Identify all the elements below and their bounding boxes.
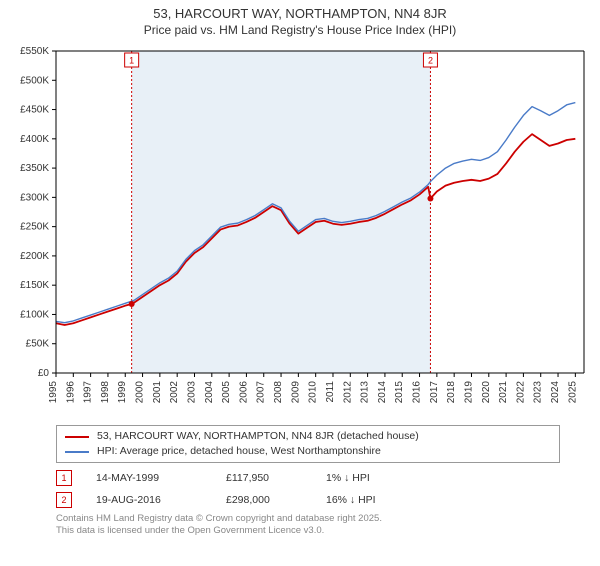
transaction-row: 1 14-MAY-1999£117,9501% ↓ HPI (56, 467, 560, 489)
transactions-table: 1 14-MAY-1999£117,9501% ↓ HPI 2 19-AUG-2016… (56, 467, 560, 511)
svg-text:2010: 2010 (308, 381, 319, 404)
svg-text:2013: 2013 (360, 381, 371, 404)
svg-text:£450K: £450K (20, 105, 49, 116)
svg-text:£500K: £500K (20, 75, 49, 86)
chart-subtitle: Price paid vs. HM Land Registry's House … (0, 23, 600, 37)
svg-text:£300K: £300K (20, 192, 49, 203)
svg-text:2011: 2011 (325, 381, 336, 403)
transaction-delta: 16% ↓ HPI (326, 494, 406, 506)
svg-text:2019: 2019 (463, 381, 474, 404)
svg-text:1997: 1997 (83, 381, 94, 404)
legend-swatch (65, 451, 89, 453)
svg-text:2009: 2009 (290, 381, 301, 404)
svg-text:£50K: £50K (26, 339, 50, 350)
svg-text:2016: 2016 (412, 381, 423, 404)
svg-text:2003: 2003 (186, 381, 197, 404)
svg-text:£100K: £100K (20, 309, 49, 320)
legend-item: 53, HARCOURT WAY, NORTHAMPTON, NN4 8JR (… (65, 429, 551, 444)
legend-item: HPI: Average price, detached house, West… (65, 444, 551, 459)
transaction-delta: 1% ↓ HPI (326, 472, 406, 484)
svg-text:2014: 2014 (377, 381, 388, 404)
svg-text:2008: 2008 (273, 381, 284, 404)
svg-text:2005: 2005 (221, 381, 232, 404)
svg-text:2025: 2025 (567, 381, 578, 404)
svg-text:2002: 2002 (169, 381, 180, 404)
legend-label: 53, HARCOURT WAY, NORTHAMPTON, NN4 8JR (… (97, 429, 419, 444)
svg-text:2021: 2021 (498, 381, 509, 404)
svg-text:2018: 2018 (446, 381, 457, 404)
svg-text:2: 2 (428, 56, 433, 66)
transaction-row: 2 19-AUG-2016£298,00016% ↓ HPI (56, 489, 560, 511)
svg-text:2017: 2017 (429, 381, 440, 404)
chart-area: £0 £50K £100K £150K £200K £250K £300K £350K £400… (0, 41, 600, 421)
legend-label: HPI: Average price, detached house, West… (97, 444, 381, 459)
transaction-date: 14-MAY-1999 (96, 472, 226, 484)
svg-text:£400K: £400K (20, 134, 49, 145)
svg-text:£550K: £550K (20, 46, 49, 57)
chart-title: 53, HARCOURT WAY, NORTHAMPTON, NN4 8JR (0, 6, 600, 21)
svg-text:2012: 2012 (342, 381, 353, 404)
svg-text:2000: 2000 (135, 381, 146, 404)
svg-text:1: 1 (129, 56, 134, 66)
svg-text:£0: £0 (38, 368, 50, 379)
svg-text:£150K: £150K (20, 280, 49, 291)
legend: 53, HARCOURT WAY, NORTHAMPTON, NN4 8JR (… (56, 425, 560, 463)
legend-swatch (65, 436, 89, 438)
svg-text:£250K: £250K (20, 222, 49, 233)
footer-line-1: Contains HM Land Registry data © Crown c… (56, 513, 560, 525)
svg-text:2001: 2001 (152, 381, 163, 404)
footer-line-2: This data is licensed under the Open Gov… (56, 525, 560, 537)
svg-text:1996: 1996 (65, 381, 76, 404)
transaction-date: 19-AUG-2016 (96, 494, 226, 506)
transaction-marker: 2 (56, 492, 72, 508)
transaction-price: £298,000 (226, 494, 326, 506)
svg-text:2004: 2004 (204, 381, 215, 404)
svg-text:1995: 1995 (48, 381, 59, 404)
svg-text:2020: 2020 (481, 381, 492, 404)
svg-text:2024: 2024 (550, 381, 561, 404)
transaction-price: £117,950 (226, 472, 326, 484)
svg-text:1998: 1998 (100, 381, 111, 404)
svg-text:2023: 2023 (533, 381, 544, 404)
svg-text:2007: 2007 (256, 381, 267, 404)
footer-attribution: Contains HM Land Registry data © Crown c… (56, 513, 560, 537)
svg-text:2006: 2006 (238, 381, 249, 404)
svg-text:2022: 2022 (515, 381, 526, 404)
svg-text:2015: 2015 (394, 381, 405, 404)
chart-svg: £0 £50K £100K £150K £200K £250K £300K £350K £400… (0, 41, 600, 421)
transaction-marker: 1 (56, 470, 72, 486)
svg-text:£200K: £200K (20, 251, 49, 262)
svg-text:1999: 1999 (117, 381, 128, 404)
svg-text:£350K: £350K (20, 163, 49, 174)
